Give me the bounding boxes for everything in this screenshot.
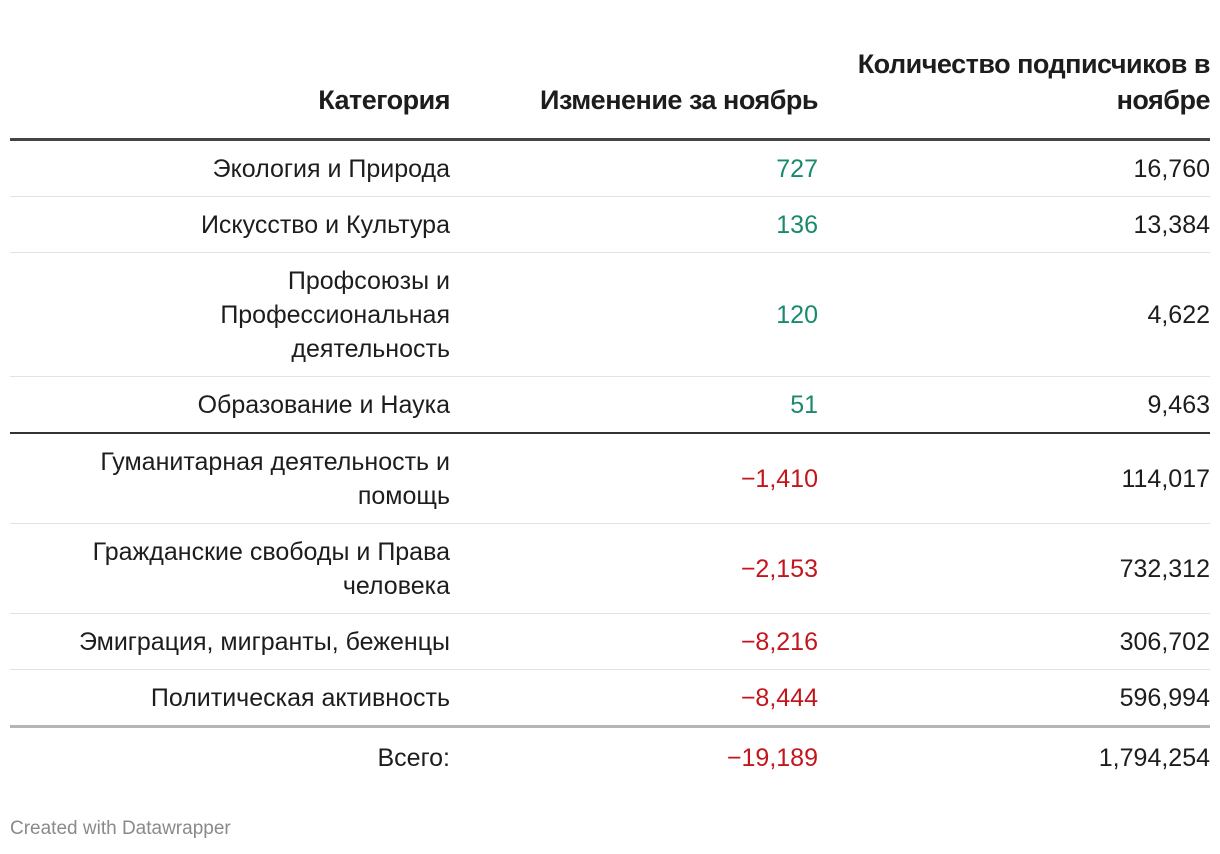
category-cell: Образование и Наука	[10, 376, 450, 434]
change-cell: −2,153	[450, 523, 818, 614]
category-cell: Гуманитарная деятельность и помощь	[10, 433, 450, 524]
subscribers-cell: 16,760	[818, 139, 1210, 197]
header-row: Категория Изменение за ноябрь Количество…	[10, 40, 1211, 141]
category-cell: Гражданские свободы и Права человека	[10, 523, 450, 614]
subscribers-cell: 13,384	[818, 196, 1210, 253]
category-cell: Искусство и Культура	[10, 196, 450, 253]
change-cell: −8,216	[450, 613, 818, 670]
table-row: Экология и Природа 727 16,760	[10, 139, 1210, 197]
table-row: Искусство и Культура 136 13,384	[10, 196, 1210, 253]
category-cell: Экология и Природа	[10, 139, 450, 197]
table-row: Образование и Наука 51 9,463	[10, 376, 1210, 434]
total-subscribers: 1,794,254	[1098, 744, 1210, 772]
change-cell: −1,410	[450, 433, 818, 524]
subscribers-cell: 114,017	[818, 433, 1210, 524]
column-header-category[interactable]: Категория	[10, 40, 451, 141]
change-cell: 51	[450, 376, 818, 434]
column-header-subscribers[interactable]: Количество подписчиков в ноябре	[818, 40, 1211, 141]
subscribers-cell: 306,702	[818, 613, 1210, 670]
subscribers-cell: 732,312	[818, 523, 1210, 614]
table-row: Гражданские свободы и Права человека −2,…	[10, 523, 1210, 614]
total-label: Всего:	[377, 744, 451, 772]
table-row: Гуманитарная деятельность и помощь −1,41…	[10, 433, 1210, 524]
category-cell: Профсоюзы и Профессиональная деятельност…	[10, 252, 450, 377]
subscribers-table: Категория Изменение за ноябрь Количество…	[10, 40, 1211, 786]
change-cell: −8,444	[450, 669, 818, 728]
table-row: Эмиграция, мигранты, беженцы −8,216 306,…	[10, 613, 1210, 670]
category-cell: Эмиграция, мигранты, беженцы	[10, 613, 450, 670]
column-header-change[interactable]: Изменение за ноябрь	[450, 40, 819, 141]
subscribers-cell: 596,994	[818, 669, 1210, 728]
attribution-footer[interactable]: Created with Datawrapper	[10, 818, 231, 839]
total-change: −19,189	[726, 744, 818, 772]
change-cell: 120	[450, 252, 818, 377]
table-row: Профсоюзы и Профессиональная деятельност…	[10, 252, 1210, 377]
total-row: Всего: −19,189 1,794,254	[10, 727, 1211, 786]
change-cell: 136	[450, 196, 818, 253]
table-row: Политическая активность −8,444 596,994	[10, 669, 1210, 728]
subscribers-cell: 9,463	[818, 376, 1210, 434]
category-cell: Политическая активность	[10, 669, 450, 728]
change-cell: 727	[450, 139, 818, 197]
subscribers-cell: 4,622	[818, 252, 1210, 377]
